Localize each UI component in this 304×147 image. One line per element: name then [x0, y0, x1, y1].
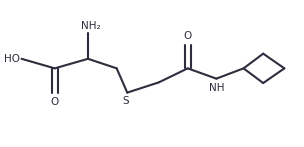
- Text: NH₂: NH₂: [81, 21, 101, 31]
- Text: NH: NH: [209, 83, 224, 93]
- Text: O: O: [184, 31, 192, 41]
- Text: HO: HO: [4, 54, 20, 64]
- Text: O: O: [50, 97, 59, 107]
- Text: S: S: [123, 96, 129, 106]
